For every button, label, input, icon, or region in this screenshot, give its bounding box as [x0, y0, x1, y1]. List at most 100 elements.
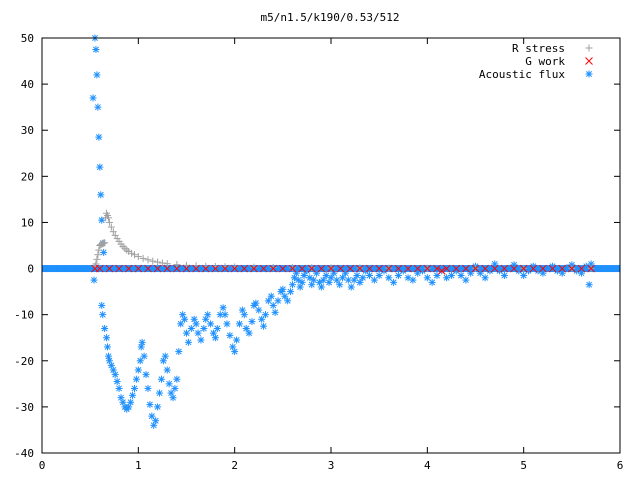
data-point: [154, 258, 162, 266]
data-point: [346, 264, 355, 273]
data-point: [260, 322, 268, 330]
data-point: [269, 264, 278, 273]
data-point: [264, 297, 272, 305]
data-point: [109, 228, 117, 236]
data-point: [97, 191, 105, 199]
data-point: [306, 274, 314, 282]
data-point: [62, 265, 70, 273]
y-tick-label: -20: [14, 355, 34, 368]
data-point: [267, 292, 275, 300]
data-point: [292, 269, 300, 277]
data-point: [235, 320, 243, 328]
data-point: [137, 343, 145, 351]
data-point: [134, 264, 143, 273]
data-point: [90, 276, 98, 284]
data-point: [197, 336, 205, 344]
data-point: [144, 264, 152, 273]
data-point: [93, 71, 101, 79]
x-tick-label: 5: [520, 459, 527, 472]
data-point: [81, 265, 89, 273]
data-point: [204, 311, 212, 319]
data-point: [279, 285, 287, 293]
legend-label: R stress: [512, 42, 565, 55]
data-point: [250, 264, 258, 273]
data-point: [481, 264, 489, 273]
data-point: [94, 103, 102, 111]
data-point: [192, 320, 200, 328]
data-point: [462, 276, 470, 284]
data-point: [138, 338, 146, 346]
data-point: [587, 264, 595, 273]
data-point: [93, 255, 101, 263]
data-point: [385, 274, 393, 282]
data-point: [319, 276, 327, 284]
data-point: [539, 269, 547, 277]
data-point: [366, 271, 374, 279]
data-point: [384, 264, 393, 273]
data-point: [428, 278, 436, 286]
data-point: [221, 264, 229, 273]
data-point: [144, 384, 152, 392]
data-point: [211, 334, 219, 342]
data-point: [261, 311, 269, 319]
data-point: [390, 278, 398, 286]
data-point: [111, 371, 119, 379]
data-point: [134, 253, 142, 261]
data-point: [156, 389, 164, 397]
data-point: [356, 264, 364, 273]
data-series: [43, 34, 595, 429]
data-point: [433, 264, 441, 273]
data-point: [375, 264, 384, 273]
data-point: [146, 401, 154, 409]
data-point: [271, 308, 279, 316]
data-point: [245, 329, 253, 337]
data-point: [226, 331, 234, 339]
data-point: [128, 249, 136, 257]
data-point: [127, 398, 135, 406]
x-tick-label: 2: [231, 459, 238, 472]
chart-title: m5/n1.5/k190/0.53/512: [260, 11, 399, 24]
data-point: [181, 315, 189, 323]
data-point: [72, 265, 80, 273]
data-point: [317, 264, 326, 273]
x-tick-label: 1: [135, 459, 142, 472]
data-point: [394, 271, 402, 279]
data-point: [207, 320, 215, 328]
data-point: [221, 311, 229, 319]
data-point: [505, 265, 513, 273]
data-point: [336, 281, 344, 289]
data-point: [462, 264, 470, 273]
data-point: [375, 271, 383, 279]
data-point: [100, 248, 108, 256]
data-point: [294, 276, 302, 284]
data-point: [529, 264, 538, 273]
data-point: [409, 276, 417, 284]
series-star: [43, 34, 595, 429]
data-point: [132, 375, 140, 383]
legend-marker: [585, 70, 593, 78]
data-point: [163, 366, 171, 374]
data-point: [184, 338, 192, 346]
data-point: [413, 264, 422, 273]
data-point: [52, 265, 60, 273]
data-point: [211, 264, 220, 273]
data-point: [129, 391, 137, 399]
data-point: [307, 264, 316, 273]
y-tick-label: 30: [21, 124, 34, 137]
y-tick-label: 50: [21, 32, 34, 45]
data-point: [317, 283, 325, 291]
data-point: [161, 352, 169, 360]
data-point: [250, 263, 258, 271]
data-point: [95, 264, 104, 273]
data-point: [442, 264, 451, 273]
data-point: [362, 267, 370, 275]
data-point: [298, 264, 306, 273]
data-point: [171, 384, 179, 392]
data-point: [219, 304, 227, 312]
data-point: [258, 315, 266, 323]
data-point: [539, 264, 547, 273]
data-point: [255, 306, 263, 314]
data-point: [457, 271, 465, 279]
